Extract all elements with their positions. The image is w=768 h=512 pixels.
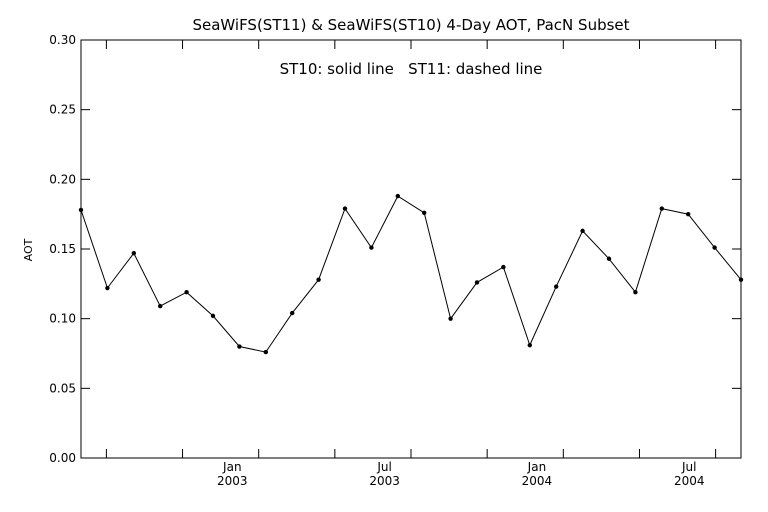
data-point bbox=[342, 206, 348, 211]
x-tick-label-year: 2003 bbox=[217, 474, 248, 488]
data-point bbox=[210, 313, 216, 319]
data-point bbox=[263, 349, 268, 355]
plot-frame bbox=[80, 39, 742, 459]
x-tick-label-month: Jul bbox=[376, 460, 391, 474]
x-tick-label-month: Jan bbox=[527, 460, 547, 474]
data-point bbox=[237, 344, 242, 349]
data-point bbox=[738, 277, 744, 282]
x-tick-label-month: Jul bbox=[681, 460, 696, 474]
series-layer bbox=[78, 193, 744, 355]
y-tick-label: 0.25 bbox=[49, 103, 76, 117]
data-point bbox=[554, 284, 559, 289]
x-tick-label-year: 2004 bbox=[674, 474, 705, 488]
data-point bbox=[474, 280, 480, 285]
data-point bbox=[395, 193, 400, 199]
data-point bbox=[131, 250, 136, 256]
chart-title: SeaWiFS(ST11) & SeaWiFS(ST10) 4-Day AOT,… bbox=[192, 16, 629, 34]
y-axis: 0.00 0.05 0.10 0.15 0.20 0.25 0.30 bbox=[49, 33, 741, 465]
data-point bbox=[686, 211, 691, 217]
data-point bbox=[501, 264, 506, 270]
data-point bbox=[712, 245, 717, 250]
y-tick-label: 0.20 bbox=[49, 172, 76, 186]
x-tick-label-year: 2004 bbox=[522, 474, 553, 488]
data-point bbox=[448, 316, 453, 321]
data-point bbox=[659, 206, 664, 211]
data-point bbox=[606, 256, 612, 261]
y-tick-label: 0.00 bbox=[49, 451, 76, 465]
data-point bbox=[316, 277, 321, 282]
data-point bbox=[158, 303, 163, 309]
x-tick-label-year: 2003 bbox=[369, 474, 400, 488]
data-point bbox=[580, 228, 585, 234]
y-tick-label: 0.15 bbox=[49, 242, 76, 256]
x-tick-label-month: Jan bbox=[222, 460, 242, 474]
chart-annotation: ST10: solid line ST11: dashed line bbox=[280, 60, 543, 78]
y-tick-label: 0.05 bbox=[49, 381, 76, 395]
data-point bbox=[422, 210, 427, 215]
data-point bbox=[290, 310, 295, 316]
data-point bbox=[184, 289, 189, 295]
y-tick-label: 0.10 bbox=[49, 312, 76, 326]
data-point bbox=[105, 285, 110, 291]
data-point bbox=[527, 342, 532, 348]
data-point bbox=[633, 289, 638, 295]
y-tick-label: 0.30 bbox=[49, 33, 76, 47]
data-point bbox=[369, 245, 374, 250]
data-point bbox=[78, 207, 84, 213]
series-line bbox=[80, 195, 742, 353]
y-axis-label: AOT bbox=[22, 238, 35, 261]
